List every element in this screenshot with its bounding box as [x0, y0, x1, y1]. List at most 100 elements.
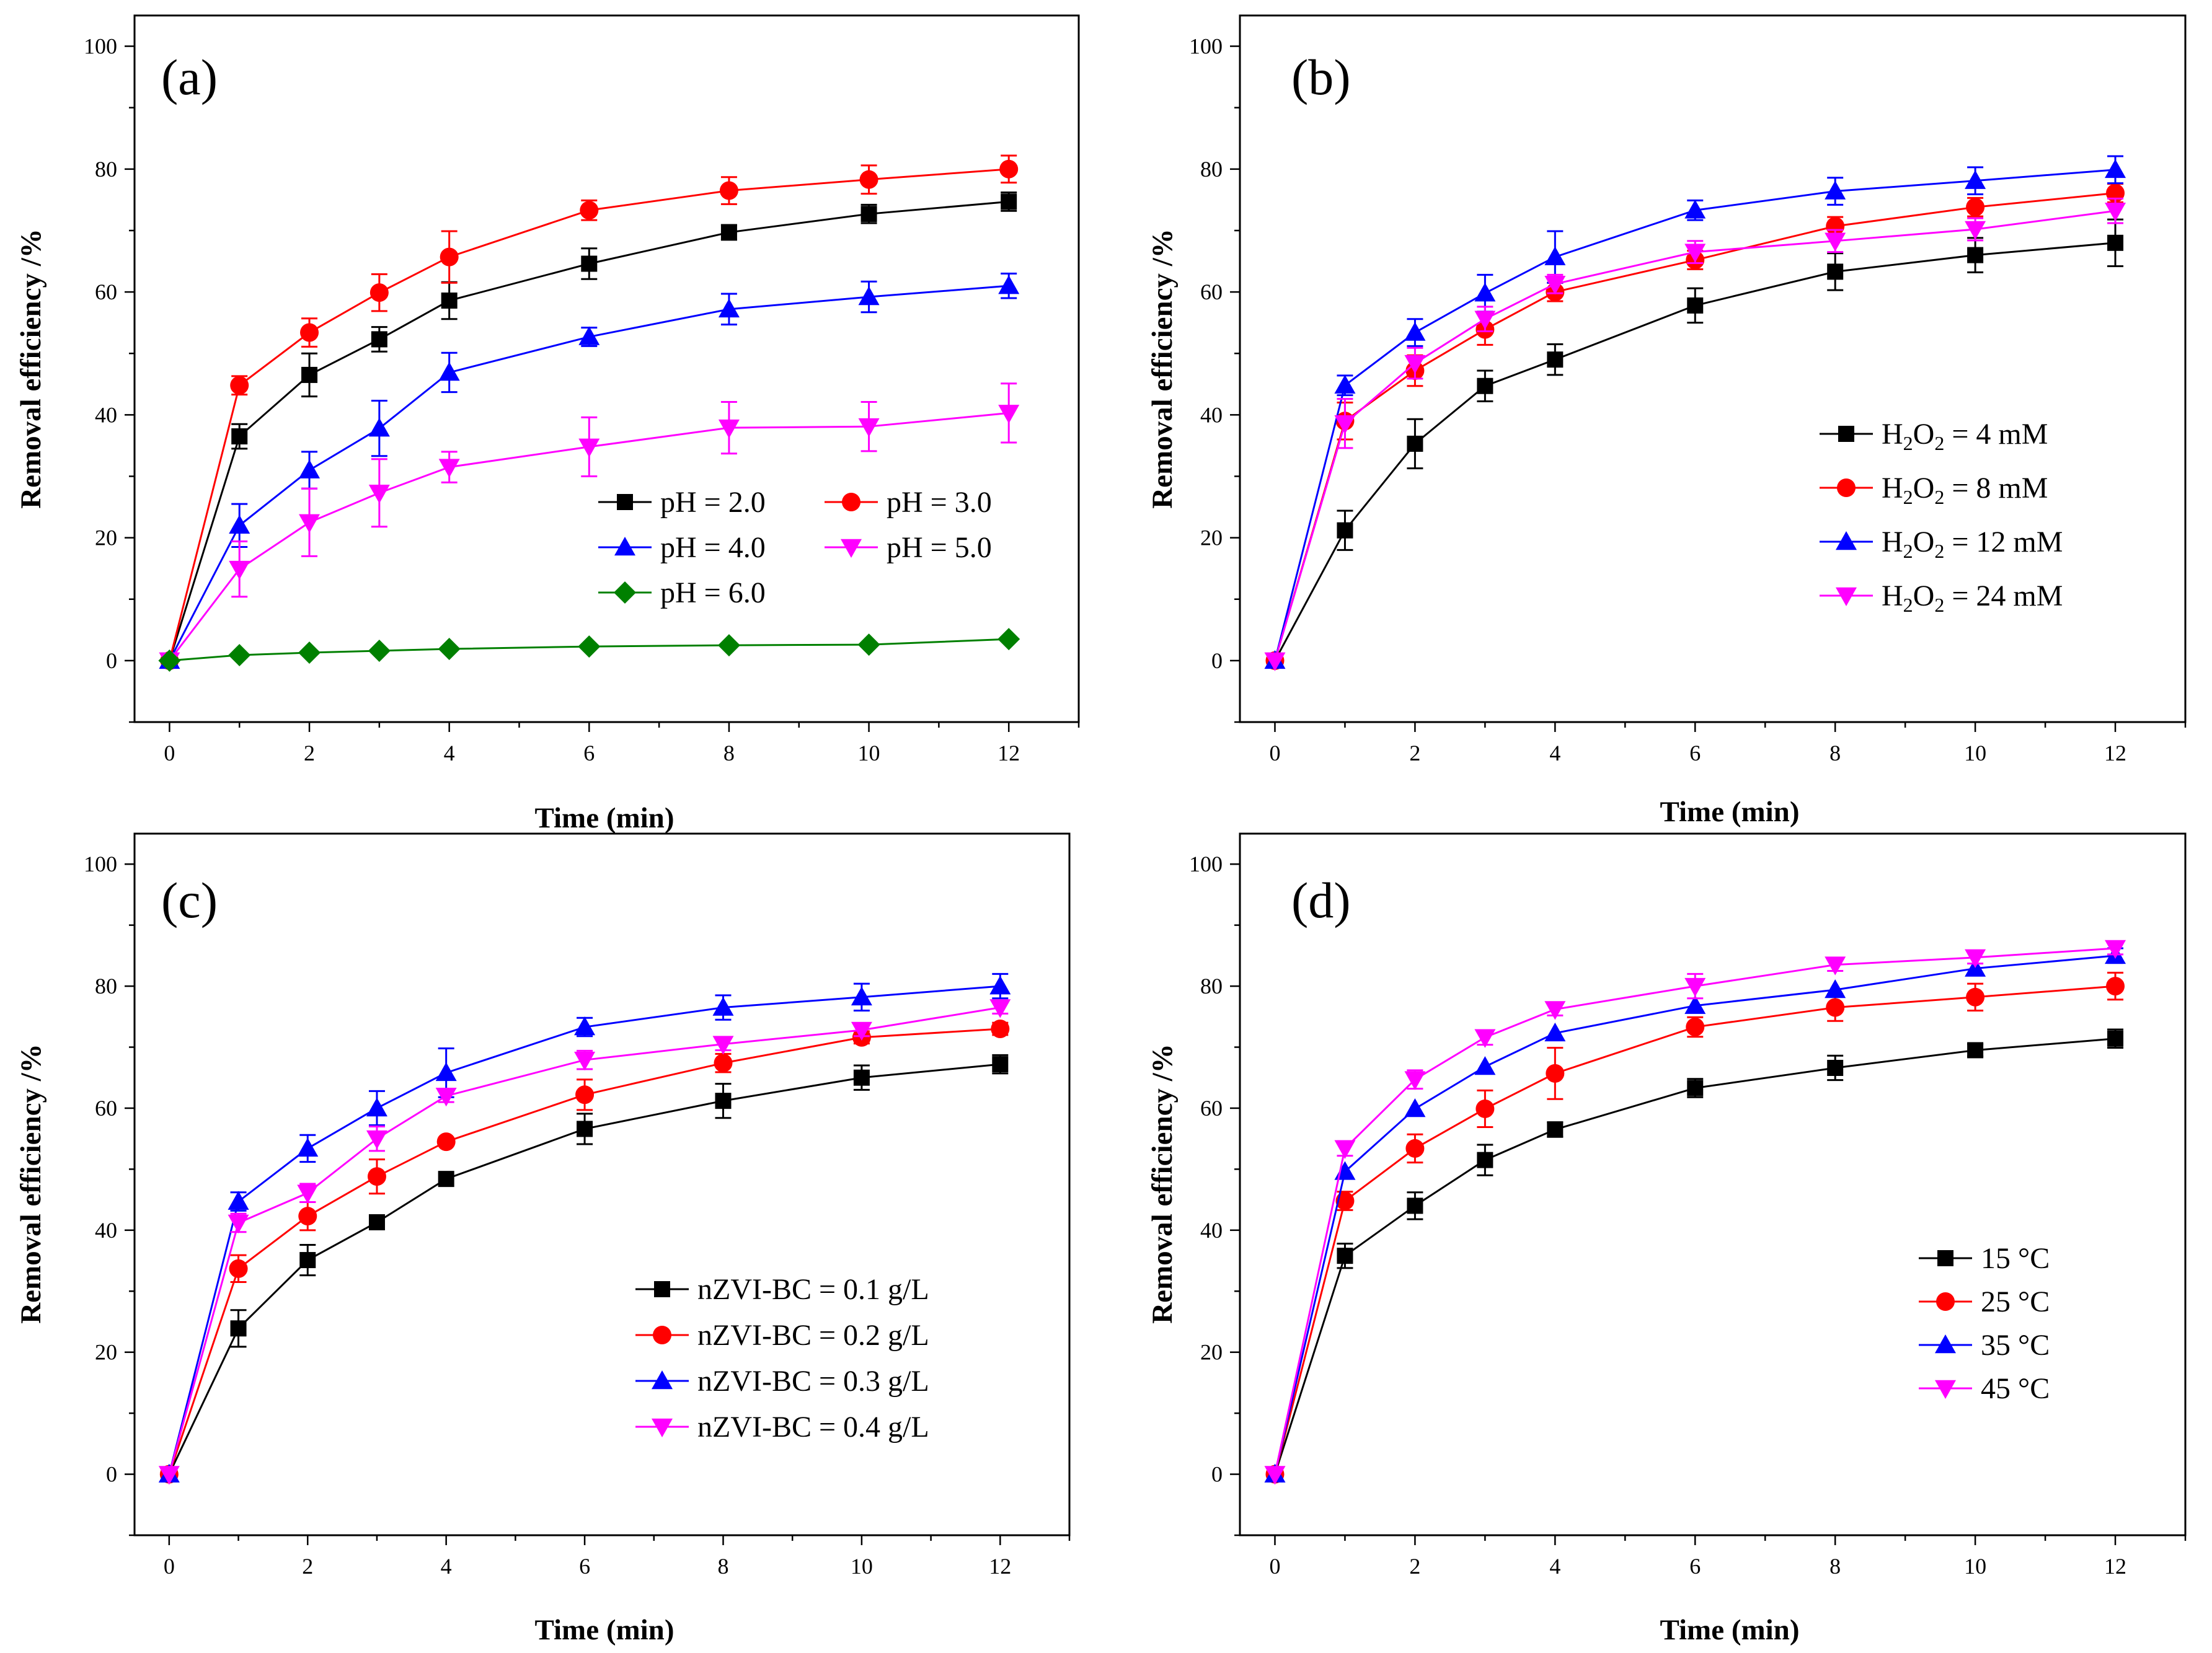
data-point	[1825, 232, 1846, 252]
legend-label: nZVI-BC = 0.2 g/L	[697, 1319, 929, 1352]
legend-label: nZVI-BC = 0.4 g/L	[697, 1411, 929, 1444]
legend-label-part: H	[1882, 526, 1903, 558]
data-point	[2106, 977, 2125, 996]
chart-panel-c: 0 2 4 6 8 10 12 0 20 40 60 80 100 Time (min) Removal e…	[15, 832, 1071, 1646]
data-point	[578, 326, 600, 345]
y-tick-label: 40	[95, 1218, 117, 1243]
data-point	[299, 1252, 316, 1269]
legend-item: H2O2 = 12 mM	[1820, 526, 2063, 562]
legend-label: H2O2 = 12 mM	[1882, 526, 2063, 562]
x-tick-label: 6	[579, 1554, 590, 1579]
x-tick-label: 2	[304, 741, 315, 765]
series-3	[158, 999, 1011, 1485]
y-tick-label: 100	[84, 852, 117, 876]
data-point	[851, 1021, 872, 1041]
legend-label: pH = 4.0	[660, 531, 766, 564]
data-point	[435, 1088, 457, 1107]
series-0	[161, 1054, 1009, 1483]
data-point	[1965, 221, 1986, 240]
data-point	[2105, 940, 2126, 959]
data-point	[368, 1214, 385, 1231]
data-point	[712, 997, 734, 1016]
legend-item: nZVI-BC = 0.2 g/L	[635, 1319, 929, 1352]
data-point	[1334, 415, 1356, 434]
panel-label: (a)	[161, 49, 218, 105]
y-tick-label: 0	[106, 648, 117, 673]
data-point	[718, 298, 740, 318]
y-axis-title: Removal efficiency /%	[15, 229, 47, 509]
legend-label: pH = 6.0	[660, 576, 766, 609]
data-point	[574, 1016, 596, 1036]
data-point	[229, 514, 250, 534]
legend-item: H2O2 = 8 mM	[1820, 472, 2048, 508]
x-tick-label: 6	[583, 741, 595, 765]
data-point	[1337, 1248, 1353, 1264]
data-point	[989, 976, 1011, 995]
y-tick-label: 0	[106, 1462, 117, 1487]
series-1	[1265, 971, 2125, 1484]
data-point	[299, 459, 321, 478]
x-tick-label: 10	[858, 741, 880, 765]
legend-item: nZVI-BC = 0.1 g/L	[635, 1273, 929, 1306]
legend-item: pH = 4.0	[598, 531, 766, 564]
data-point	[858, 286, 880, 306]
data-point	[857, 633, 880, 656]
data-point	[298, 1207, 317, 1226]
data-point	[999, 159, 1019, 179]
legend-label-part: 2	[1934, 432, 1944, 454]
data-point	[230, 1320, 247, 1337]
data-point	[998, 275, 1020, 294]
data-point	[158, 1466, 180, 1485]
data-point	[998, 628, 1020, 651]
data-point	[1474, 1029, 1496, 1048]
y-axis-title: Removal efficiency /%	[1146, 1044, 1179, 1324]
data-point	[440, 247, 459, 267]
legend-label: 35 °C	[1981, 1329, 2050, 1362]
data-point	[1475, 1099, 1495, 1118]
legend-label-part: 2	[1934, 594, 1944, 616]
legend-label-part: 2	[1934, 540, 1944, 562]
data-point	[1826, 217, 1845, 236]
x-tick-label: 8	[723, 741, 735, 765]
y-tick-label: 0	[1211, 1462, 1223, 1487]
x-tick-label: 2	[1409, 1554, 1420, 1579]
x-axis-title: Time (min)	[1660, 796, 1800, 828]
x-tick-label: 4	[444, 741, 455, 765]
data-point	[1335, 1191, 1355, 1210]
data-point	[1687, 1080, 1704, 1096]
data-point	[574, 1051, 596, 1071]
data-point	[438, 459, 460, 478]
panel-label: (d)	[1291, 872, 1351, 928]
data-point	[371, 331, 387, 348]
legend-marker	[614, 581, 636, 604]
data-point	[1967, 247, 1984, 263]
legend-marker	[842, 493, 860, 511]
legend-label: H2O2 = 24 mM	[1882, 580, 2063, 616]
x-tick-label: 0	[164, 741, 175, 765]
y-tick-label: 0	[1211, 648, 1223, 673]
data-point	[1264, 652, 1286, 671]
x-tick-label: 12	[2104, 741, 2126, 765]
y-tick-label: 80	[1200, 157, 1223, 182]
data-point	[2105, 202, 2126, 222]
data-point	[1825, 180, 1846, 200]
data-point	[1547, 351, 1564, 368]
data-point	[1965, 949, 1986, 968]
y-tick-label: 20	[95, 1340, 117, 1365]
legend-label-part: 2	[1934, 486, 1944, 508]
chart-panel-a: 0 2 4 6 8 10 12 0 20 40 60 80 100 Time (min) Removal e…	[15, 14, 1080, 834]
legend-marker	[652, 1418, 673, 1437]
panel-label: (c)	[161, 872, 218, 928]
data-point	[992, 1056, 1009, 1073]
data-point	[1477, 377, 1493, 394]
data-point	[1547, 1121, 1564, 1138]
data-point	[577, 1121, 593, 1137]
data-point	[368, 418, 390, 437]
x-tick-label: 8	[1829, 1554, 1841, 1579]
x-tick-label: 2	[302, 1554, 313, 1579]
data-point	[368, 484, 390, 504]
series-2	[158, 972, 1011, 1483]
data-point	[991, 1019, 1010, 1038]
x-tick-label: 10	[1964, 741, 1986, 765]
x-tick-label: 8	[717, 1554, 728, 1579]
